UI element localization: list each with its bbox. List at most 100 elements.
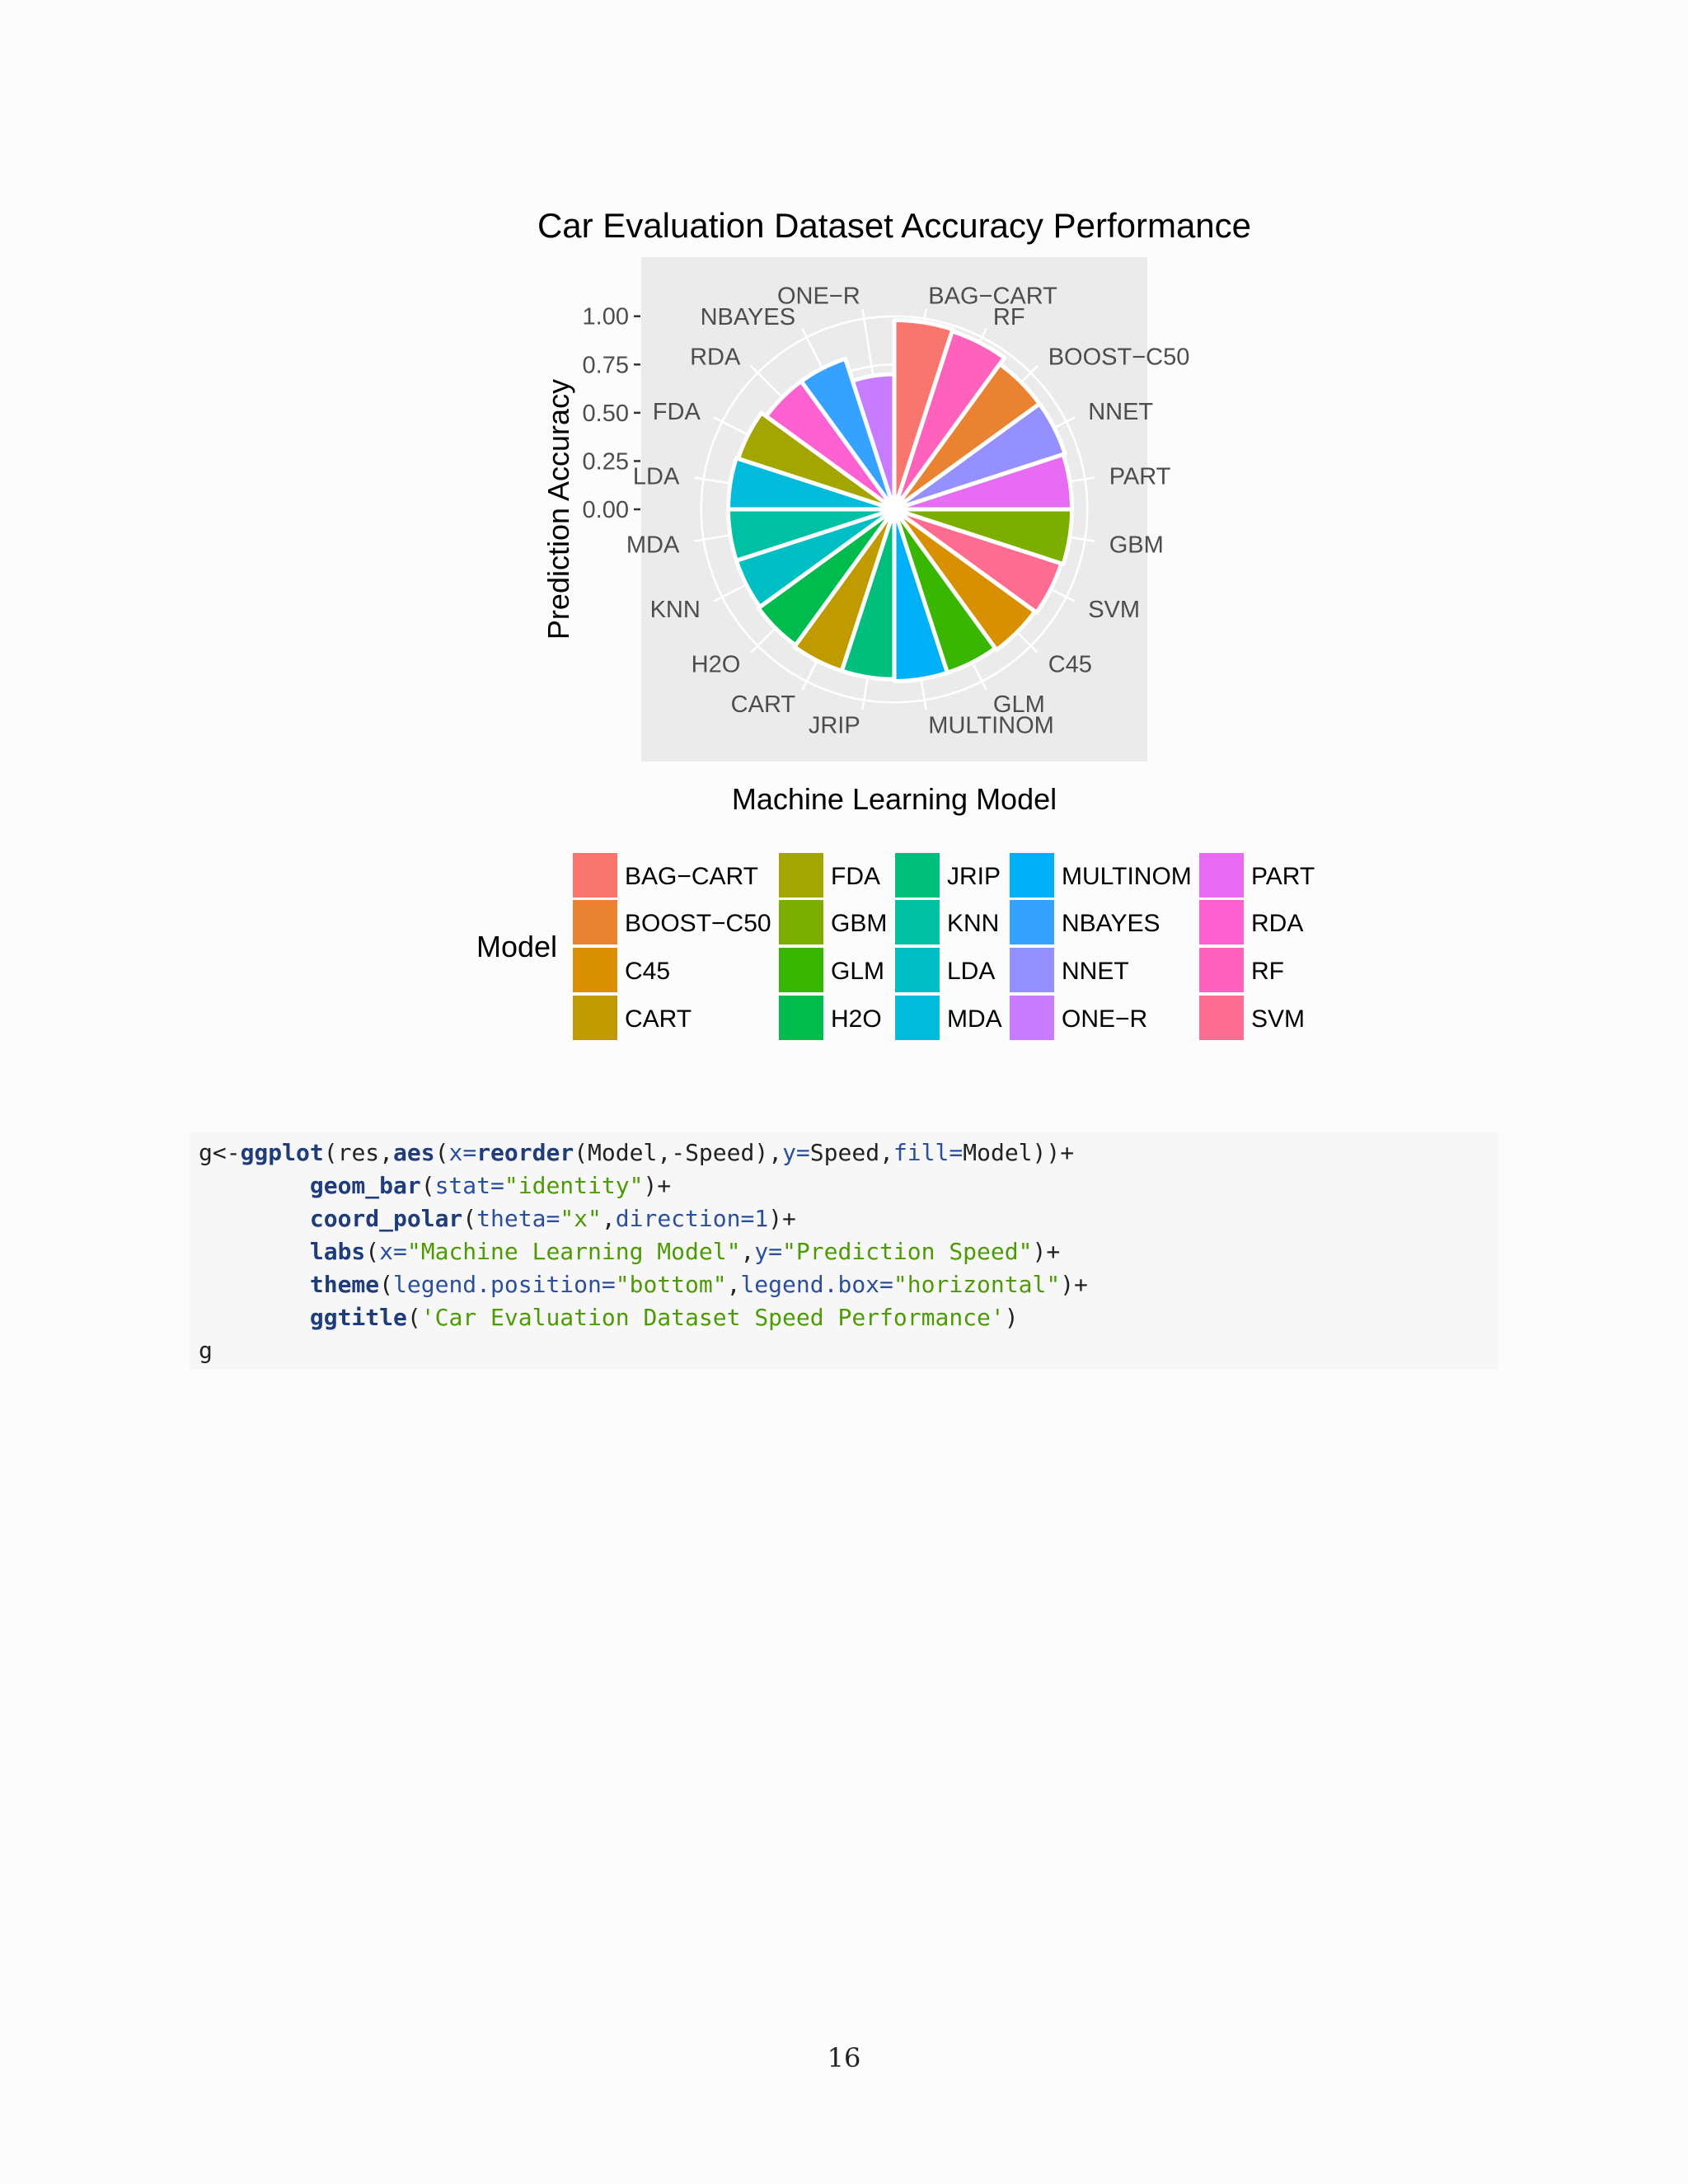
code-block: g<-ggplot(res,aes(x=reorder(Model,-Speed… — [190, 1132, 1498, 1371]
category-label: PART — [1109, 464, 1171, 490]
legend-item: CART — [573, 996, 692, 1040]
legend-swatch — [1199, 900, 1244, 944]
x-axis-label: Machine Learning Model — [732, 782, 1057, 816]
legend-item: MDA — [895, 996, 1002, 1040]
category-label: RDA — [690, 344, 741, 370]
legend-label: SVM — [1251, 1005, 1305, 1033]
bar-fda — [736, 410, 897, 512]
legend-label: GBM — [831, 910, 887, 937]
legend-label: C45 — [625, 958, 670, 985]
category-label: H2O — [692, 652, 741, 678]
category-label: CART — [731, 691, 796, 718]
legend-label: H2O — [831, 1005, 882, 1033]
legend-label: RF — [1251, 958, 1284, 985]
legend-swatch — [779, 900, 823, 944]
legend-item: MULTINOM — [1010, 853, 1192, 898]
legend-item: GLM — [779, 948, 884, 992]
legend-swatch — [573, 853, 617, 898]
legend-swatch — [895, 996, 940, 1040]
bars — [726, 317, 1075, 684]
y-tick-label: 0.00 — [583, 497, 629, 523]
legend-swatch — [1199, 996, 1244, 1040]
legend-item: FDA — [779, 853, 880, 898]
category-label: BOOST−C50 — [1048, 344, 1190, 370]
category-label: NNET — [1088, 399, 1153, 425]
legend-swatch — [573, 948, 617, 992]
legend-swatch — [779, 996, 823, 1040]
legend-label: RDA — [1251, 910, 1303, 937]
legend-item: GBM — [779, 900, 887, 944]
category-label: MULTINOM — [928, 713, 1054, 739]
category-label: FDA — [653, 399, 701, 425]
legend-label: PART — [1251, 863, 1315, 890]
legend: BAG−CART BOOST−C50 C45 CART FDA GBM GLM H2O JRIP… — [573, 853, 1315, 1040]
legend-swatch — [1010, 996, 1054, 1040]
grid-ring-4 — [700, 315, 1089, 704]
page-number: 16 — [827, 2042, 861, 2074]
y-axis-label: Prediction Accuracy — [542, 379, 575, 640]
category-label: KNN — [650, 597, 701, 623]
category-label: MDA — [626, 532, 680, 558]
code-line: theme(legend.position="bottom",legend.bo… — [309, 1271, 1088, 1298]
legend-label: JRIP — [947, 863, 1001, 890]
legend-item: RDA — [1199, 900, 1303, 944]
bar-nbayes — [799, 356, 897, 512]
y-tick-label: 1.00 — [583, 304, 629, 330]
legend-swatch — [573, 900, 617, 944]
category-label: GBM — [1109, 532, 1164, 558]
bar-rf — [892, 329, 1007, 512]
legend-swatch — [779, 853, 823, 898]
legend-swatch — [895, 853, 940, 898]
legend-label: BAG−CART — [625, 863, 758, 890]
legend-label: MDA — [947, 1005, 1002, 1033]
code-line: geom_bar(stat="identity")+ — [309, 1172, 672, 1199]
legend-swatch — [1199, 853, 1244, 898]
category-label: ONE−R — [777, 283, 860, 309]
bar-one-r — [850, 372, 897, 512]
legend-item: RF — [1199, 948, 1284, 992]
legend-item: ONE−R — [1010, 996, 1147, 1040]
legend-label: GLM — [831, 958, 884, 985]
code-line: coord_polar(theta="x",direction=1)+ — [309, 1205, 796, 1232]
category-label: C45 — [1048, 652, 1092, 678]
legend-swatch — [1199, 948, 1244, 992]
legend-item: C45 — [573, 948, 670, 992]
legend-label: ONE−R — [1062, 1005, 1147, 1033]
legend-swatch — [1010, 853, 1054, 898]
category-labels: BAG−CARTRFBOOST−C50NNETPARTGBMSVMC45GLMM… — [626, 283, 1190, 738]
category-label: RF — [993, 304, 1025, 330]
legend-label: NNET — [1062, 958, 1129, 985]
legend-item: BAG−CART — [573, 853, 758, 898]
legend-item: LDA — [895, 948, 995, 992]
legend-item: PART — [1199, 853, 1315, 898]
category-label: GLM — [993, 691, 1045, 718]
legend-swatch — [573, 996, 617, 1040]
legend-label: KNN — [947, 910, 999, 937]
legend-item: NNET — [1010, 948, 1129, 992]
y-tick-label: 0.50 — [583, 401, 629, 427]
legend-label: FDA — [831, 863, 880, 890]
category-label: LDA — [633, 464, 680, 490]
legend-swatch — [1010, 948, 1054, 992]
legend-item: BOOST−C50 — [573, 900, 771, 944]
code-line: labs(x="Machine Learning Model",y="Predi… — [309, 1238, 1061, 1265]
code-line: g<-ggplot(res,aes(x=reorder(Model,-Speed… — [199, 1139, 1075, 1166]
legend-item: KNN — [895, 900, 999, 944]
chart-title: Car Evaluation Dataset Accuracy Performa… — [537, 206, 1251, 245]
legend-item: NBAYES — [1010, 900, 1160, 944]
category-label: NBAYES — [701, 304, 796, 330]
code-line: g — [199, 1337, 213, 1364]
legend-label: MULTINOM — [1062, 863, 1192, 890]
y-tick-label: 0.25 — [583, 448, 629, 475]
category-label: JRIP — [809, 713, 860, 739]
y-axis: 0.00 0.25 0.50 0.75 1.00 — [583, 304, 640, 523]
legend-label: BOOST−C50 — [625, 910, 771, 937]
legend-label: LDA — [947, 958, 995, 985]
legend-item: JRIP — [895, 853, 1001, 898]
legend-swatch — [1010, 900, 1054, 944]
category-label: BAG−CART — [928, 283, 1057, 309]
legend-swatch — [779, 948, 823, 992]
legend-item: H2O — [779, 996, 882, 1040]
polar-bar-chart: Car Evaluation Dataset Accuracy Performa… — [476, 206, 1315, 1040]
legend-item: SVM — [1199, 996, 1305, 1040]
